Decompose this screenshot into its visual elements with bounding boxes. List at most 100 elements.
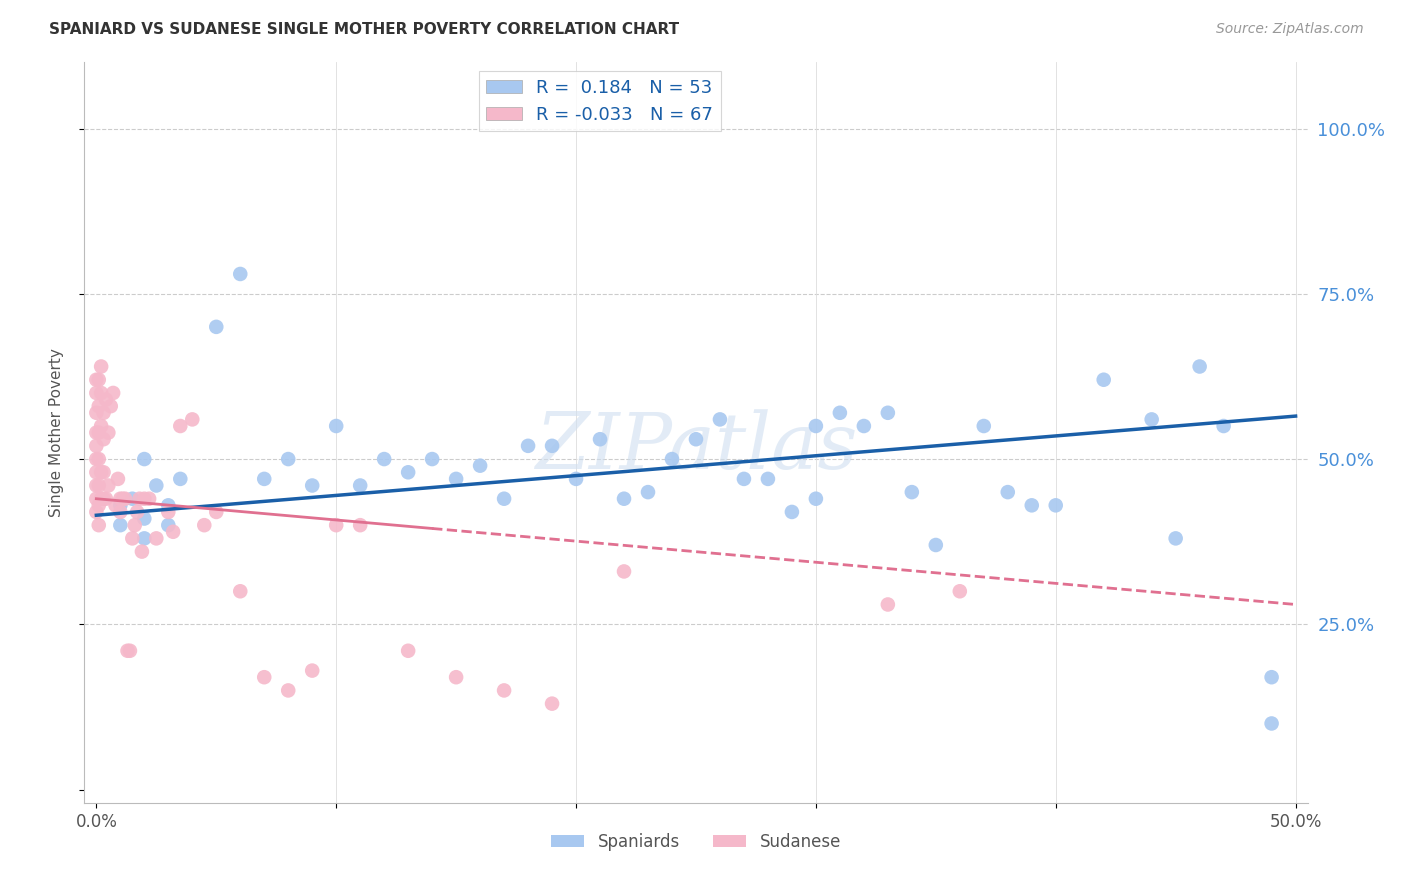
Point [181,412,204,426]
Point [494,491,516,506]
Point [86,465,108,479]
Point [229,267,252,281]
Point [229,584,252,599]
Point [253,670,276,684]
Point [97,425,120,440]
Point [253,472,276,486]
Point [1260,670,1282,684]
Point [110,491,132,506]
Point [87,425,110,440]
Point [93,432,115,446]
Point [86,425,108,440]
Point [93,491,115,506]
Point [145,478,167,492]
Point [111,491,134,506]
Point [301,478,323,492]
Point [1045,499,1067,513]
Point [565,472,588,486]
Point [325,518,347,533]
Point [90,359,112,374]
Point [117,644,139,658]
Point [87,518,110,533]
Point [804,419,827,434]
Point [1021,499,1043,513]
Point [157,505,180,519]
Point [169,419,191,434]
Point [93,406,115,420]
Point [97,478,120,492]
Point [134,452,156,467]
Point [852,419,875,434]
Point [86,491,108,506]
Point [804,491,827,506]
Point [134,511,156,525]
Point [1188,359,1211,374]
Point [127,505,149,519]
Point [110,499,132,513]
Point [90,465,112,479]
Point [1140,412,1163,426]
Point [87,478,110,492]
Point [1212,419,1234,434]
Point [876,406,898,420]
Point [444,670,467,684]
Point [997,485,1019,500]
Text: SPANIARD VS SUDANESE SINGLE MOTHER POVERTY CORRELATION CHART: SPANIARD VS SUDANESE SINGLE MOTHER POVER… [49,22,679,37]
Point [157,518,180,533]
Point [396,465,419,479]
Point [94,491,117,506]
Point [114,491,136,506]
Text: Source: ZipAtlas.com: Source: ZipAtlas.com [1216,22,1364,37]
Point [87,499,110,513]
Point [101,386,124,401]
Point [685,432,707,446]
Point [193,518,215,533]
Point [373,452,395,467]
Point [541,697,564,711]
Point [86,386,108,401]
Point [613,565,636,579]
Point [709,412,731,426]
Text: ZIPatlas: ZIPatlas [534,409,858,485]
Point [301,664,323,678]
Point [138,491,160,506]
Point [396,644,419,658]
Point [420,452,443,467]
Point [86,439,108,453]
Point [1164,532,1187,546]
Point [637,485,659,500]
Point [661,452,683,467]
Point [541,439,564,453]
Point [828,406,851,420]
Legend: Spaniards, Sudanese: Spaniards, Sudanese [544,826,848,857]
Point [93,465,115,479]
Point [162,524,184,539]
Point [444,472,467,486]
Point [169,472,191,486]
Point [86,505,108,519]
Point [90,491,112,506]
Point [104,499,127,513]
Point [100,399,122,413]
Point [205,505,228,519]
Point [121,532,143,546]
Point [86,478,108,492]
Point [87,373,110,387]
Point [131,544,153,558]
Point [494,683,516,698]
Point [145,532,167,546]
Point [973,419,995,434]
Point [87,452,110,467]
Point [517,439,540,453]
Point [780,505,803,519]
Y-axis label: Single Mother Poverty: Single Mother Poverty [49,348,63,517]
Point [86,452,108,467]
Point [124,518,146,533]
Point [110,505,132,519]
Point [1092,373,1115,387]
Point [107,472,129,486]
Point [901,485,924,500]
Point [128,491,150,506]
Point [925,538,948,552]
Point [349,518,371,533]
